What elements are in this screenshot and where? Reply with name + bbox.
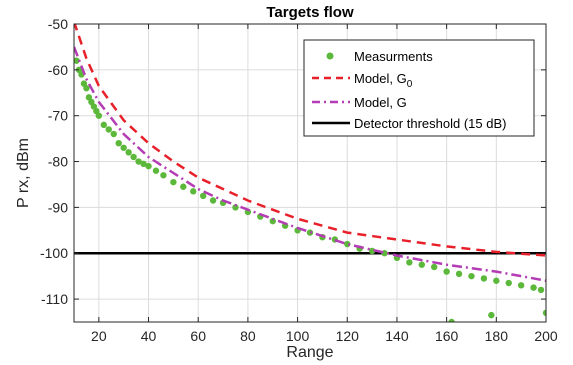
measurement-point [517,282,525,289]
measurement-point [269,217,276,225]
measurement-point [505,279,512,287]
x-tick-label: 20 [91,328,107,344]
x-tick-label: 40 [141,328,157,344]
measurement-point [115,140,122,147]
series-model-g-line [74,46,546,282]
measurement-point [140,160,147,168]
y-tick-label: -90 [48,199,68,215]
measurement-point [130,153,137,161]
y-tick-label: -70 [48,108,68,124]
measurement-point [406,259,413,266]
measurement-point [160,172,167,179]
measurement-point [170,178,177,186]
legend-label-model-g: Model, G [354,95,407,110]
measurement-point [125,149,132,156]
x-tick-label: 80 [240,328,256,344]
x-tick-label: 120 [336,328,360,344]
measurement-point [120,144,127,151]
x-axis-label: Range [286,344,333,361]
y-tick-label: -60 [48,62,68,78]
measurement-point [232,204,239,211]
measurement-point [493,277,500,284]
x-tick-label: 140 [385,328,409,344]
y-tick-label: -110 [41,291,68,307]
measurement-point [530,284,537,291]
axis-ticks: 20 40 60 80 100 120 140 160 180 200 -110 -100 -90 -80… [40,16,558,344]
axes-box [73,23,547,323]
legend-label-model-g0: Model, G0 [354,71,413,90]
measurement-point [135,158,142,165]
y-tick-label: -80 [48,154,68,170]
legend-label-measurements: Measurments [354,49,433,64]
measurement-point [180,183,187,190]
x-tick-label: 60 [190,328,206,344]
measurement-point [190,188,197,195]
measurement-point [209,197,217,204]
measurement-point [152,167,160,174]
measurement-point [105,126,112,133]
measurement-point [418,261,425,268]
measurement-point [100,121,108,129]
chart-title: Targets flow [266,4,354,21]
x-tick-label: 160 [435,328,459,344]
measurement-point [455,270,463,278]
legend-box [303,39,535,137]
legend-label-threshold: Detector threshold (15 dB) [354,116,506,131]
series-model-g0-line [74,24,546,257]
measurement-point [199,192,207,200]
measurement-point [110,130,117,138]
measurement-point [537,286,545,294]
y-tick-label: -100 [40,245,68,261]
x-tick-label: 200 [534,328,558,344]
measurement-point [448,318,455,322]
measurement-point [145,162,152,170]
legend: Measurments Model, G0 Model, G Detector … [303,39,535,137]
x-tick-label: 100 [286,328,310,344]
measurement-point [83,84,90,92]
measurement-point [468,272,475,280]
measurement-point [488,311,495,319]
measurement-point [480,275,488,282]
y-axis-label: P rx, dBm [15,138,32,208]
measurement-point [443,268,450,275]
measurement-point [74,57,80,64]
measurement-point [542,309,546,317]
legend-marker-measurements [326,52,334,60]
measurement-point [95,112,103,119]
y-tick-label: -50 [48,16,68,32]
x-tick-label: 180 [485,328,509,344]
measurement-point [431,263,438,271]
